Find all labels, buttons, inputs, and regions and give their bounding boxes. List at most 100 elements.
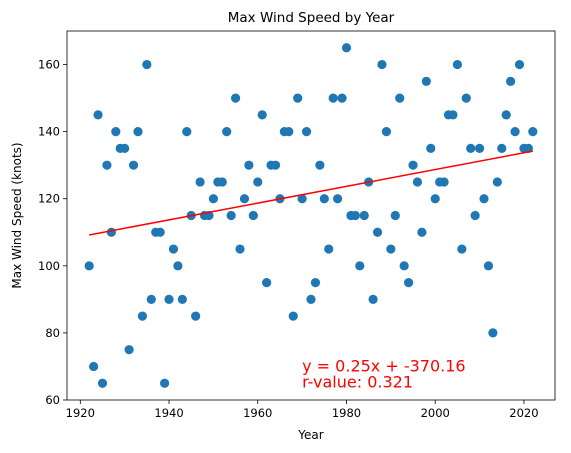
- data-point: [515, 60, 524, 69]
- y-tick-label: 160: [38, 58, 60, 72]
- data-point: [249, 211, 258, 220]
- data-point: [369, 295, 378, 304]
- data-point: [302, 127, 311, 136]
- data-point: [235, 244, 244, 253]
- data-point: [293, 93, 302, 102]
- data-point: [147, 295, 156, 304]
- data-point: [315, 161, 324, 170]
- data-point: [337, 93, 346, 102]
- y-tick-label: 80: [45, 326, 60, 340]
- data-point: [164, 295, 173, 304]
- data-point: [120, 144, 129, 153]
- data-point: [413, 177, 422, 186]
- data-point: [85, 261, 94, 270]
- data-point: [329, 93, 338, 102]
- data-point: [253, 177, 262, 186]
- data-point: [382, 127, 391, 136]
- data-point: [240, 194, 249, 203]
- data-point: [125, 345, 134, 354]
- plot-area: [67, 31, 555, 400]
- data-point: [453, 60, 462, 69]
- data-point: [528, 127, 537, 136]
- x-axis-label: Year: [297, 428, 323, 442]
- data-point: [182, 127, 191, 136]
- data-point: [462, 93, 471, 102]
- data-point: [408, 161, 417, 170]
- data-point: [506, 77, 515, 86]
- data-point: [209, 194, 218, 203]
- data-point: [244, 161, 253, 170]
- data-point: [129, 161, 138, 170]
- data-point: [457, 244, 466, 253]
- data-point: [160, 379, 169, 388]
- x-tick-label: 1960: [243, 406, 272, 420]
- annotation-text: r-value: 0.321: [302, 372, 413, 391]
- data-point: [360, 211, 369, 220]
- data-point: [386, 244, 395, 253]
- data-point: [271, 161, 280, 170]
- x-tick-label: 1920: [66, 406, 95, 420]
- data-point: [400, 261, 409, 270]
- data-point: [475, 144, 484, 153]
- data-point: [102, 161, 111, 170]
- data-point: [342, 43, 351, 52]
- y-tick-label: 140: [38, 125, 60, 139]
- y-axis-label: Max Wind Speed (knots): [10, 142, 24, 288]
- data-point: [173, 261, 182, 270]
- data-point: [373, 228, 382, 237]
- data-point: [333, 194, 342, 203]
- data-point: [324, 244, 333, 253]
- data-point: [178, 295, 187, 304]
- data-point: [218, 177, 227, 186]
- y-tick-label: 120: [38, 192, 60, 206]
- data-point: [391, 211, 400, 220]
- data-point: [222, 127, 231, 136]
- data-point: [306, 295, 315, 304]
- data-point: [284, 127, 293, 136]
- data-point: [404, 278, 413, 287]
- data-point: [355, 261, 364, 270]
- x-tick-label: 1980: [332, 406, 361, 420]
- data-point: [195, 177, 204, 186]
- data-point: [502, 110, 511, 119]
- data-point: [138, 312, 147, 321]
- data-point: [320, 194, 329, 203]
- data-point: [191, 312, 200, 321]
- x-tick-label: 1940: [154, 406, 183, 420]
- data-point: [497, 144, 506, 153]
- data-point: [142, 60, 151, 69]
- data-point: [169, 244, 178, 253]
- data-point: [466, 144, 475, 153]
- data-point: [471, 211, 480, 220]
- data-point: [89, 362, 98, 371]
- data-point: [448, 110, 457, 119]
- data-point: [510, 127, 519, 136]
- data-point: [488, 328, 497, 337]
- data-point: [98, 379, 107, 388]
- x-tick-label: 2000: [421, 406, 450, 420]
- data-point: [417, 228, 426, 237]
- data-point: [395, 93, 404, 102]
- data-point: [111, 127, 120, 136]
- data-point: [156, 228, 165, 237]
- data-point: [289, 312, 298, 321]
- chart-title: Max Wind Speed by Year: [228, 10, 395, 26]
- data-point: [479, 194, 488, 203]
- data-point: [426, 144, 435, 153]
- data-point: [377, 60, 386, 69]
- data-point: [484, 261, 493, 270]
- data-point: [107, 228, 116, 237]
- data-point: [93, 110, 102, 119]
- data-point: [133, 127, 142, 136]
- x-tick-label: 2020: [509, 406, 538, 420]
- data-point: [493, 177, 502, 186]
- y-tick-label: 60: [45, 393, 60, 407]
- data-point: [231, 93, 240, 102]
- data-point: [227, 211, 236, 220]
- data-point: [262, 278, 271, 287]
- data-point: [431, 194, 440, 203]
- data-point: [311, 278, 320, 287]
- data-point: [422, 77, 431, 86]
- data-point: [439, 177, 448, 186]
